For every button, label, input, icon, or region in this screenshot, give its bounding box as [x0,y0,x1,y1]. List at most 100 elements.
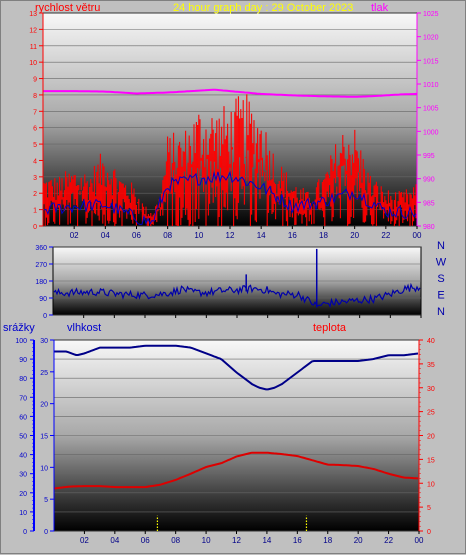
wind-tick-label: 9 [33,77,37,84]
humidity-tick-label: 100 [15,338,27,345]
wind-gust-series [43,94,417,226]
pressure-tick-label: 1000 [423,129,439,136]
wind-x-tick-label: 02 [70,231,79,240]
wind-tick-label: 1 [33,208,37,215]
wind-x-tick-label: 22 [381,231,390,240]
pressure-tick-label: 1010 [423,82,439,89]
humidity-x-tick-label: 06 [141,536,150,545]
wind-tick-label: 7 [33,109,37,116]
compass-label: E [437,290,444,302]
rain-tick-label: 15 [40,434,48,441]
humidity-x-tick-label: 08 [171,536,180,545]
axis-ticks: 0123456789101112139809859909951000100510… [15,11,446,545]
direction-tick-label: 180 [35,279,47,286]
humidity-x-tick-label: 20 [354,536,363,545]
temperature-tick-label: 0 [427,529,431,536]
pressure-tick-label: 1005 [423,106,439,113]
pressure-tick-label: 990 [423,177,435,184]
humidity-x-tick-label: 10 [202,536,211,545]
wind-x-tick-label: 20 [350,231,359,240]
wind-label: rychlost větru [35,2,100,14]
temperature-tick-label: 15 [427,457,435,464]
wind-direction-series [53,282,421,309]
wind-x-tick-label: 14 [257,231,266,240]
rain-tick-label: 25 [40,370,48,377]
direction-tick-label: 90 [39,296,47,303]
temperature-tick-label: 10 [427,481,435,488]
temperature-tick-label: 25 [427,410,435,417]
temperature-tick-label: 20 [427,434,435,441]
humidity-panel-marks [53,344,419,531]
compass-label: N [437,306,445,318]
humidity-x-tick-label: 18 [323,536,332,545]
wind-x-tick-label: 10 [194,231,203,240]
humidity-tick-label: 0 [23,529,27,536]
wind-x-tick-label: 06 [132,231,141,240]
wind-tick-label: 3 [33,175,37,182]
wind-average-series [43,170,417,226]
humidity-tick-label: 30 [19,472,27,479]
compass-label: N [437,240,445,252]
wind-tick-label: 11 [30,44,37,51]
temperature-series [53,451,419,490]
pressure-series [43,88,418,98]
humidity-tick-label: 10 [19,510,27,517]
direction-tick-label: 270 [35,262,47,269]
rain-tick-label: 10 [40,465,48,472]
wind-tick-label: 5 [33,142,37,149]
pressure-tick-label: 995 [423,153,435,160]
wind-tick-label: 2 [33,191,37,198]
wind-x-tick-label: 04 [101,231,110,240]
humidity-series [54,344,419,391]
humidity-tick-label: 40 [19,453,27,460]
humidity-x-tick-label: 00 [415,536,424,545]
wind-tick-label: 8 [33,93,37,100]
humidity-tick-label: 70 [19,395,27,402]
direction-tick-label: 0 [43,313,47,320]
wind-x-tick-label: 00 [413,231,422,240]
wind-tick-label: 12 [29,27,37,34]
temperature-tick-label: 30 [427,386,435,393]
wind-tick-label: 13 [29,11,37,18]
direction-tick-label: 360 [35,245,47,252]
wind-x-tick-label: 12 [226,231,235,240]
humidity-tick-label: 90 [19,357,27,364]
humidity-tick-label: 20 [19,491,27,498]
wind-tick-label: 10 [29,60,37,67]
humidity-x-tick-label: 12 [232,536,241,545]
temperature-tick-label: 35 [427,362,435,369]
humidity-tick-label: 80 [19,376,27,383]
wind-tick-label: 0 [33,224,37,231]
chart-title: 24 hour graph day : 29 October 2023 [173,2,353,14]
wind-tick-label: 6 [33,126,37,133]
temperature-tick-label: 40 [427,338,435,345]
compass-label: S [437,273,444,285]
humidity-x-tick-label: 02 [80,536,89,545]
rain-tick-label: 30 [40,338,48,345]
humidity-x-tick-label: 14 [262,536,271,545]
humidity-label: vlhkost [67,322,101,334]
humidity-x-tick-label: 04 [110,536,119,545]
pressure-label: tlak [371,2,389,14]
humidity-tick-label: 60 [19,414,27,421]
wind-panel-marks [43,88,418,226]
rain-tick-label: 0 [44,529,48,536]
wind-x-tick-label: 16 [288,231,297,240]
temperature-label: teplota [313,322,347,334]
pressure-tick-label: 985 [423,200,435,207]
wind-x-tick-label: 08 [163,231,172,240]
wind-x-tick-label: 18 [319,231,328,240]
rain-tick-label: 20 [40,402,48,409]
humidity-x-tick-label: 16 [293,536,302,545]
humidity-tick-label: 50 [19,434,27,441]
pressure-tick-label: 1015 [423,58,439,65]
humidity-x-tick-label: 22 [384,536,393,545]
pressure-tick-label: 980 [423,224,435,231]
compass-label: W [436,257,447,269]
wind-tick-label: 4 [33,158,37,165]
temperature-tick-label: 5 [427,505,431,512]
rain-tick-label: 5 [44,497,48,504]
direction-panel-marks [53,248,421,309]
